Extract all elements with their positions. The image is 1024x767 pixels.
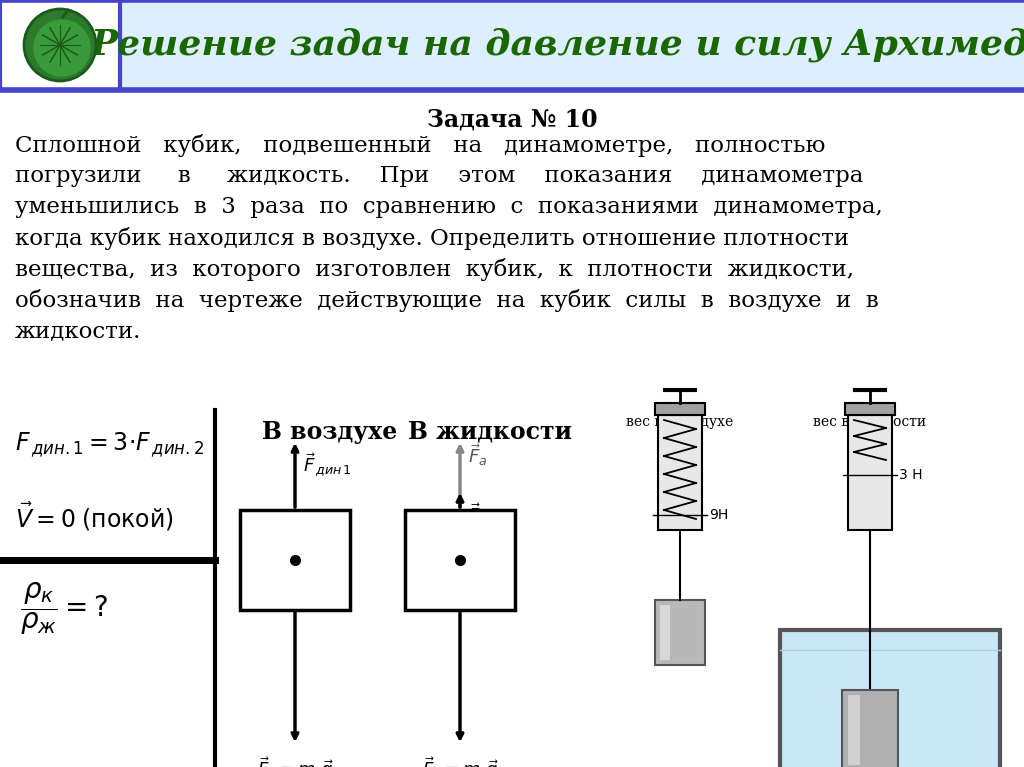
- Text: $\vec{F}_{\,дин\,1}$: $\vec{F}_{\,дин\,1}$: [303, 451, 351, 479]
- Text: обозначив  на  чертеже  действующие  на  кубик  силы  в  воздухе  и  в: обозначив на чертеже действующие на куби…: [15, 289, 879, 312]
- Bar: [240, 510, 350, 610]
- Text: вес на воздухе: вес на воздухе: [627, 415, 733, 429]
- Bar: [845, 403, 895, 415]
- Text: Задача № 10: Задача № 10: [427, 108, 597, 132]
- Text: когда кубик находился в воздухе. Определить отношение плотности: когда кубик находился в воздухе. Определ…: [15, 227, 849, 250]
- Circle shape: [24, 9, 96, 81]
- Bar: [655, 600, 705, 665]
- Text: уменьшились  в  3  раза  по  сравнению  с  показаниями  динамометра,: уменьшились в 3 раза по сравнению с пока…: [15, 196, 883, 218]
- Text: 9Н: 9Н: [709, 508, 728, 522]
- Bar: [660, 605, 670, 660]
- Text: В воздухе: В воздухе: [262, 420, 397, 444]
- Text: вещества,  из  которого  изготовлен  кубик,  к  плотности  жидкости,: вещества, из которого изготовлен кубик, …: [15, 258, 854, 281]
- Bar: [406, 510, 515, 610]
- Bar: [848, 415, 892, 530]
- Bar: [655, 403, 705, 415]
- Bar: [0, 0, 1024, 90]
- Text: жидкости.: жидкости.: [15, 320, 141, 342]
- Text: $\vec{F}_т{=}m{\cdot}\vec{g}$: $\vec{F}_т{=}m{\cdot}\vec{g}$: [422, 755, 499, 767]
- Text: В жидкости: В жидкости: [408, 420, 572, 444]
- Text: Решение задач на давление и силу Архимеда: Решение задач на давление и силу Архимед…: [91, 28, 1024, 62]
- Text: $F_{\,дин.1} = 3{\cdot}F_{\,дин.2}$: $F_{\,дин.1} = 3{\cdot}F_{\,дин.2}$: [15, 430, 204, 459]
- Bar: [0, 0, 120, 90]
- Text: Сплошной   кубик,   подвешенный   на   динамометре,   полностью: Сплошной кубик, подвешенный на динамомет…: [15, 134, 825, 157]
- Text: 3 Н: 3 Н: [899, 468, 923, 482]
- Text: $\vec{F}_{\,дин\,2}$: $\vec{F}_{\,дин\,2}$: [468, 501, 516, 528]
- Text: вес в жидкости: вес в жидкости: [813, 415, 927, 429]
- Text: $\vec{V}{=}0\;(\text{покой})$: $\vec{V}{=}0\;(\text{покой})$: [15, 500, 174, 533]
- Bar: [848, 695, 860, 765]
- Text: $\dfrac{\rho_к}{\rho_ж} = ?$: $\dfrac{\rho_к}{\rho_ж} = ?$: [20, 580, 109, 637]
- Text: погрузили     в     жидкость.    При    этом    показания    динамометра: погрузили в жидкость. При этом показания…: [15, 165, 863, 187]
- Bar: [658, 415, 702, 530]
- Text: $\vec{F}_т{=}m{\cdot}\vec{g}$: $\vec{F}_т{=}m{\cdot}\vec{g}$: [257, 755, 333, 767]
- Text: $\vec{F}_a$: $\vec{F}_a$: [468, 442, 487, 468]
- Bar: [842, 690, 898, 767]
- Circle shape: [34, 20, 90, 76]
- Bar: [780, 630, 1000, 767]
